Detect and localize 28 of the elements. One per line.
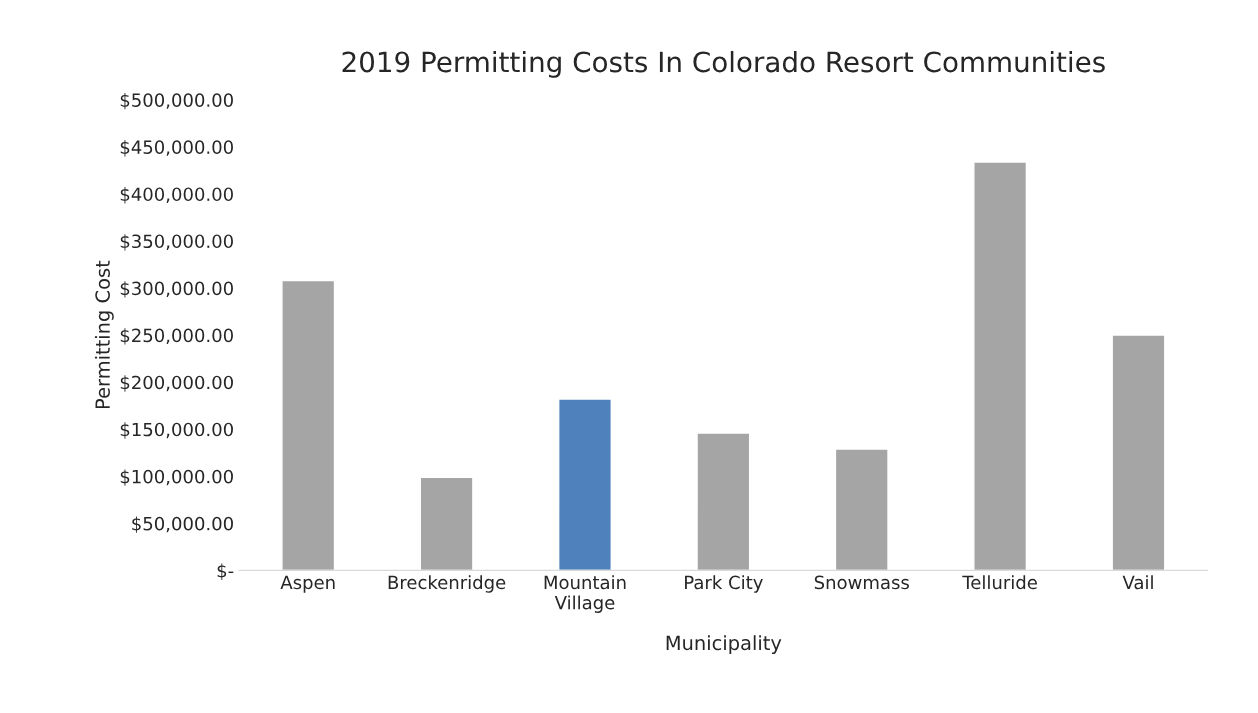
y-tick-label: $50,000.00	[132, 516, 233, 533]
x-axis-title: Municipality	[666, 635, 782, 654]
y-tick-label: $200,000.00	[120, 375, 233, 392]
y-tick-label: $250,000.00	[120, 328, 233, 345]
bar	[696, 432, 751, 571]
y-tick-label: $100,000.00	[120, 469, 233, 486]
bar	[1111, 334, 1166, 571]
y-tick-label: $300,000.00	[120, 281, 233, 298]
x-tick-label: Snowmass	[814, 575, 909, 590]
y-tick-label: $400,000.00	[120, 187, 233, 204]
y-tick-label: $450,000.00	[120, 140, 233, 157]
y-tick-label: $-	[217, 563, 234, 580]
bar	[281, 279, 336, 571]
chart-title: 2019 Permitting Costs In Colorado Resort Communities	[342, 50, 1105, 78]
bar	[834, 448, 889, 571]
x-tick-label: Mountain Village	[544, 575, 626, 613]
x-tick-label: Park City	[685, 575, 763, 593]
y-axis-title: Permitting Cost	[94, 260, 114, 409]
x-tick-label: Telluride	[962, 575, 1037, 590]
y-tick-label: $500,000.00	[120, 92, 233, 110]
y-tick-label: $350,000.00	[120, 234, 233, 251]
y-tick-label: $150,000.00	[120, 422, 233, 439]
bar	[557, 398, 612, 571]
bar	[973, 161, 1028, 571]
bar	[419, 476, 474, 571]
x-tick-label: Breckenridge	[388, 575, 506, 593]
x-tick-label: Vail	[1122, 575, 1153, 590]
x-tick-label: Aspen	[280, 575, 335, 593]
